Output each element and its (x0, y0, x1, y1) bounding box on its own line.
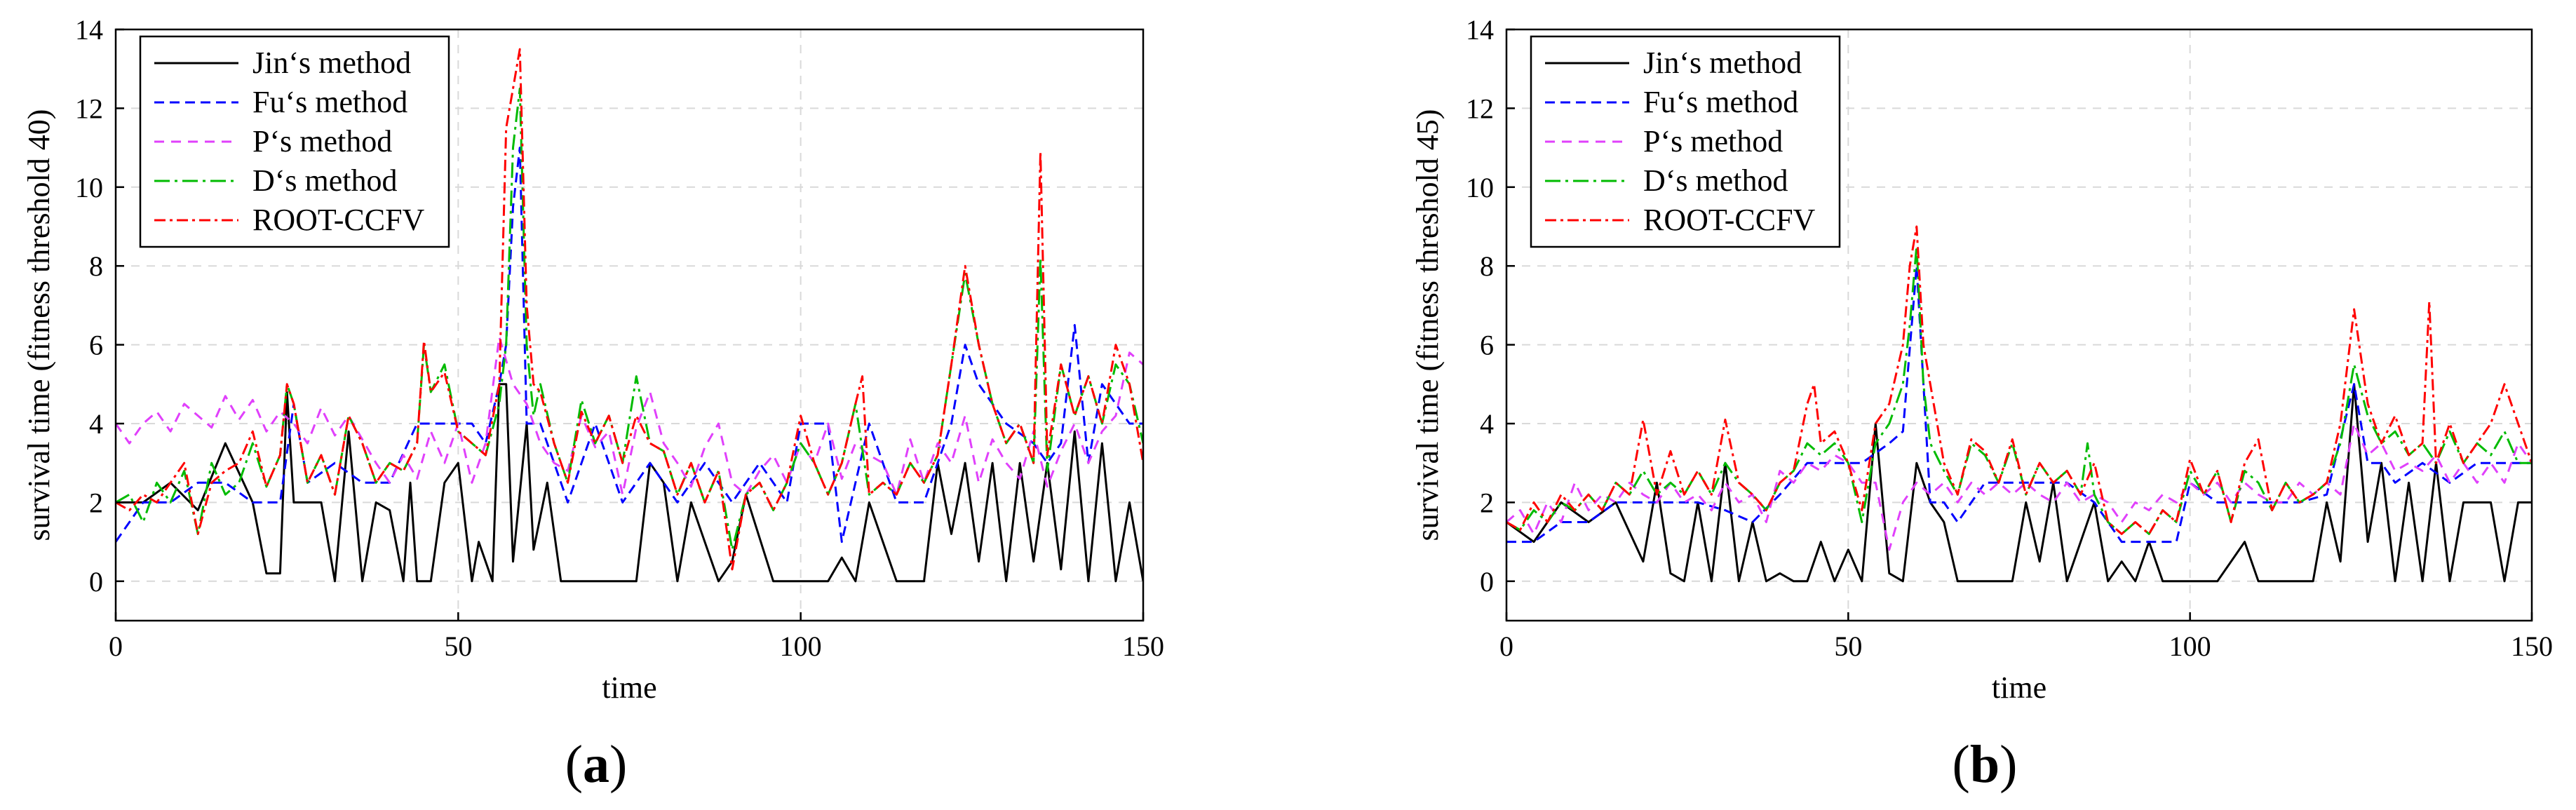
x-tick-label: 100 (780, 630, 822, 662)
y-tick-label: 6 (1480, 330, 1494, 361)
y-tick-label: 6 (89, 330, 103, 361)
legend-label-fu: Fu‘s method (252, 85, 407, 119)
series-line-fu (116, 147, 1143, 544)
y-tick-label: 4 (89, 408, 103, 440)
y-tick-label: 0 (1480, 566, 1494, 598)
series-line-root (1506, 225, 2532, 535)
x-axis-label: time (602, 670, 656, 705)
legend: Jin‘s method Fu‘s method P‘s method D‘s met… (1530, 35, 1841, 248)
legend-label-jin: Jin‘s method (1643, 46, 1802, 80)
y-tick-label: 10 (75, 172, 103, 203)
x-tick-label: 150 (1122, 630, 1164, 662)
x-tick-label: 50 (1834, 630, 1862, 662)
y-axis-label: survival time (fitness threshold 45) (1410, 109, 1445, 541)
legend-label-root: ROOT-CCFV (1643, 203, 1816, 237)
series-line-fu (1506, 264, 2532, 544)
y-tick-label: 14 (1466, 14, 1494, 46)
x-tick-label: 0 (1499, 630, 1513, 662)
y-tick-label: 8 (1480, 250, 1494, 282)
series-line-d (1506, 245, 2532, 535)
legend-label-d: D‘s method (252, 163, 398, 198)
chart-panel-a: 0 50 100 150 0 2 4 6 8 10 12 14 time survival time (f… (22, 14, 1164, 794)
y-tick-label: 10 (1466, 172, 1494, 203)
y-tick-label: 12 (1466, 93, 1494, 124)
legend-label-d: D‘s method (1643, 163, 1788, 198)
x-tick-label: 0 (109, 630, 123, 662)
plot-frame (1505, 28, 2533, 622)
y-tick-label: 4 (1480, 408, 1494, 440)
series-line-jin (1506, 383, 2532, 583)
legend-label-fu: Fu‘s method (1643, 85, 1798, 119)
series-line-root (116, 48, 1143, 571)
y-tick-label: 0 (89, 566, 103, 598)
x-tick-label: 100 (2169, 630, 2211, 662)
panel-caption: (a) (565, 735, 628, 794)
series-line-p (116, 335, 1143, 496)
legend-label-p: P‘s method (252, 124, 392, 158)
plot-frame (114, 28, 1145, 622)
y-tick-label: 14 (75, 14, 103, 46)
x-tick-label: 50 (444, 630, 472, 662)
chart-panel-b: 0 50 100 150 0 2 4 6 8 10 12 14 time survival time (f… (1410, 14, 2553, 794)
y-tick-label: 8 (89, 250, 103, 282)
legend-label-jin: Jin‘s method (252, 46, 411, 80)
legend-label-p: P‘s method (1643, 124, 1783, 158)
series-line-jin (116, 383, 1143, 583)
y-tick-label: 12 (75, 93, 103, 124)
panel-caption: (b) (1953, 735, 2018, 794)
y-tick-label: 2 (89, 487, 103, 518)
y-axis-label: survival time (fitness threshold 40) (22, 109, 56, 541)
x-axis-label: time (1992, 670, 2046, 705)
y-tick-label: 2 (1480, 487, 1494, 518)
legend-label-root: ROOT-CCFV (252, 203, 425, 237)
legend: Jin‘s method Fu‘s method P‘s method D‘s met… (139, 35, 450, 248)
series-line-p (1506, 422, 2532, 551)
x-tick-label: 150 (2511, 630, 2553, 662)
